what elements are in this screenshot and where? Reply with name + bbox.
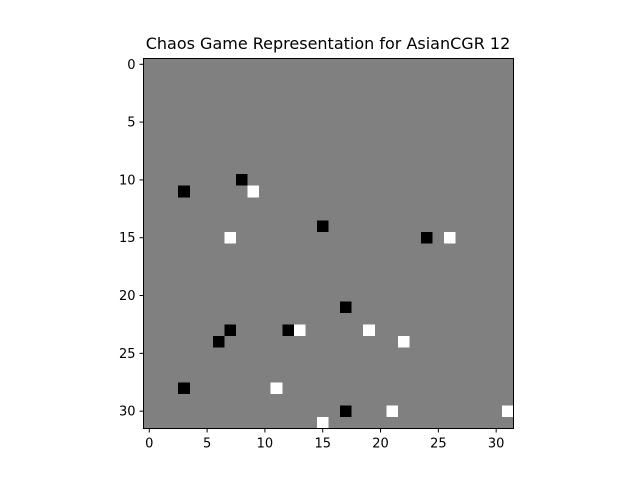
heatmap-cell-21-30 (386, 405, 398, 417)
y-tick-label-30: 30 (119, 405, 136, 420)
x-tick-label-15: 15 (314, 437, 331, 452)
x-tick-label-5: 5 (203, 437, 211, 452)
y-tick-label-15: 15 (119, 231, 136, 246)
heatmap-cell-15-14 (316, 220, 329, 232)
y-tick-label-20: 20 (119, 289, 136, 304)
heatmap-cell-17-30 (340, 405, 352, 417)
plot-frame (143, 58, 514, 429)
heatmap-cell-15-31 (316, 416, 329, 429)
y-axis: 0 5 10 15 20 25 30 (119, 58, 144, 420)
x-tick-label-0: 0 (145, 437, 153, 452)
heatmap-cell-6-24 (212, 336, 225, 348)
heatmap-background (143, 58, 514, 429)
heatmap-cell-24-15 (421, 231, 433, 244)
x-tick-label-25: 25 (430, 437, 447, 452)
chart-title: Chaos Game Representation for AsianCGR 1… (146, 34, 511, 53)
heatmap-cell-12-23 (282, 324, 294, 336)
heatmap-cell-8-10 (236, 174, 248, 186)
y-tick-label-25: 25 (119, 347, 136, 362)
heatmap-cell-26-15 (444, 231, 456, 244)
x-tick-label-10: 10 (257, 437, 274, 452)
heatmap-cell-11-28 (270, 382, 283, 394)
x-tick-label-30: 30 (488, 437, 505, 452)
heatmap-cell-19-23 (363, 324, 375, 336)
y-tick-label-10: 10 (119, 173, 136, 188)
heatmap-cell-22-24 (397, 336, 410, 348)
heatmap-cell-7-23 (224, 324, 236, 336)
x-axis: 0 5 10 15 20 25 30 (145, 428, 505, 452)
heatmap-cell-17-21 (340, 301, 352, 313)
heatmap-cell-7-15 (224, 231, 236, 244)
plot-area (143, 58, 514, 429)
y-tick-label-0: 0 (127, 58, 135, 73)
heatmap-cell-3-28 (178, 382, 190, 394)
x-tick-label-20: 20 (372, 437, 389, 452)
heatmap-cells (178, 174, 514, 429)
heatmap-cell-9-11 (247, 185, 260, 198)
heatmap-cell-3-11 (178, 185, 190, 198)
y-tick-label-5: 5 (127, 116, 135, 131)
heatmap-cell-31-30 (501, 405, 514, 417)
heatmap-cell-13-23 (293, 324, 306, 336)
